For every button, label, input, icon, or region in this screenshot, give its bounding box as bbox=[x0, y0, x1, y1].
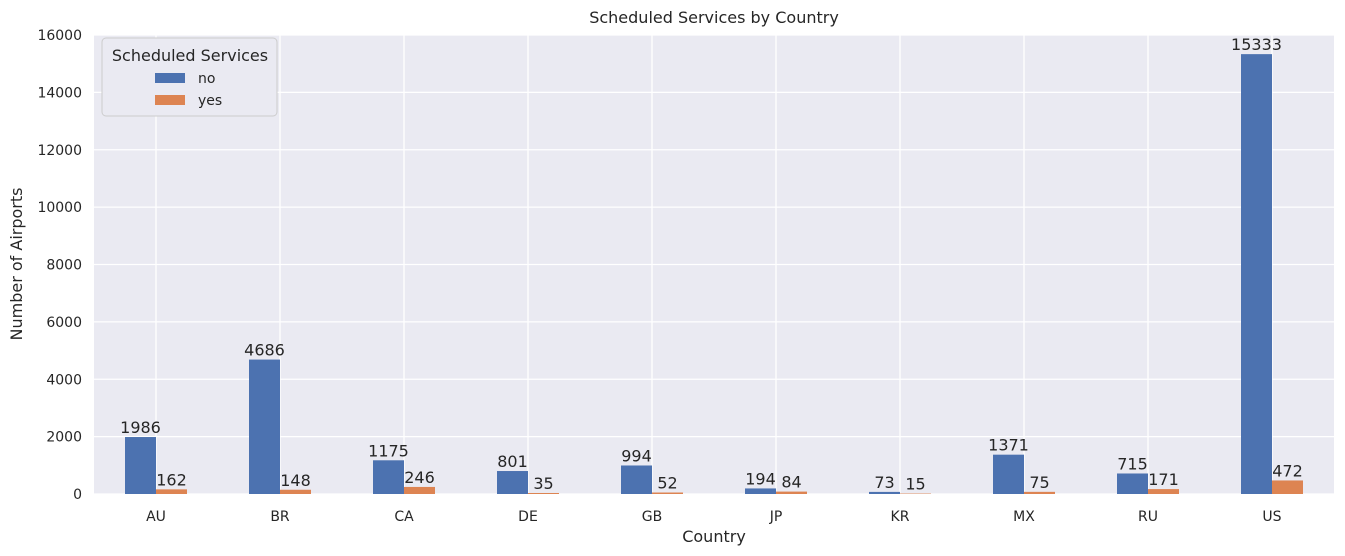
data-label-yes-CA: 246 bbox=[404, 468, 435, 487]
data-label-yes-RU: 171 bbox=[1148, 470, 1179, 489]
legend-title: Scheduled Services bbox=[112, 46, 268, 65]
data-label-no-KR: 73 bbox=[874, 473, 894, 492]
x-tick-label: RU bbox=[1138, 509, 1158, 525]
x-tick-label: US bbox=[1262, 509, 1281, 525]
legend: Scheduled Services no yes bbox=[101, 37, 278, 117]
data-label-no-CA: 1175 bbox=[368, 441, 409, 460]
bar-yes-DE bbox=[528, 492, 559, 494]
data-label-no-US: 15333 bbox=[1231, 35, 1282, 54]
x-axis-title: Country bbox=[682, 527, 746, 546]
y-tick-label: 14000 bbox=[37, 85, 82, 101]
data-label-yes-BR: 148 bbox=[280, 471, 311, 490]
bar-yes-RU bbox=[1148, 489, 1179, 494]
bar-yes-GB bbox=[652, 492, 683, 494]
y-tick-label: 12000 bbox=[37, 143, 82, 159]
x-tick-label: DE bbox=[518, 509, 538, 525]
data-label-no-JP: 194 bbox=[745, 469, 776, 488]
bar-yes-BR bbox=[280, 489, 311, 494]
x-tick-label: JP bbox=[769, 509, 783, 525]
data-label-yes-DE: 35 bbox=[533, 474, 553, 493]
data-labels: 1986 4686 1175 801 994 194 73 1371 715 15333 162 14… bbox=[120, 35, 1303, 493]
legend-box bbox=[101, 37, 278, 117]
x-tick-label: GB bbox=[642, 509, 662, 525]
bar-no-MX bbox=[993, 454, 1024, 494]
data-label-no-MX: 1371 bbox=[988, 436, 1029, 455]
data-label-no-DE: 801 bbox=[497, 452, 528, 471]
legend-label-yes: yes bbox=[198, 93, 222, 109]
bar-no-AU bbox=[125, 437, 156, 494]
y-tick-label: 16000 bbox=[37, 28, 82, 44]
bar-no-GB bbox=[621, 465, 652, 494]
bar-yes-AU bbox=[156, 489, 187, 494]
data-label-no-RU: 715 bbox=[1117, 454, 1148, 473]
chart-title: Scheduled Services by Country bbox=[589, 8, 839, 27]
y-tick-label: 4000 bbox=[46, 372, 82, 388]
y-tick-label: 8000 bbox=[46, 258, 82, 274]
x-tick-label: MX bbox=[1013, 509, 1035, 525]
y-axis-title: Number of Airports bbox=[7, 188, 26, 341]
y-axis-ticks: 0 2000 4000 6000 8000 10000 12000 14000 16000 bbox=[37, 28, 82, 503]
bar-yes-CA bbox=[404, 486, 435, 494]
bar-no-CA bbox=[373, 460, 404, 494]
x-tick-label: KR bbox=[891, 509, 910, 525]
data-label-yes-US: 472 bbox=[1272, 461, 1303, 480]
bar-yes-MX bbox=[1024, 491, 1055, 494]
legend-label-no: no bbox=[198, 71, 215, 87]
bar-yes-JP bbox=[776, 491, 807, 494]
bar-no-RU bbox=[1117, 473, 1148, 494]
x-axis-ticks: AU BR CA DE GB JP KR MX RU US bbox=[146, 509, 1282, 525]
bar-no-BR bbox=[249, 359, 280, 494]
x-tick-label: BR bbox=[270, 509, 290, 525]
data-label-no-AU: 1986 bbox=[120, 418, 161, 437]
bar-no-KR bbox=[869, 491, 900, 494]
bars bbox=[125, 54, 1303, 495]
data-label-no-BR: 4686 bbox=[244, 341, 285, 360]
x-tick-label: AU bbox=[146, 509, 166, 525]
y-tick-label: 0 bbox=[73, 487, 82, 503]
legend-swatch-no bbox=[155, 73, 185, 83]
bar-yes-US bbox=[1272, 480, 1303, 494]
legend-swatch-yes bbox=[155, 95, 185, 105]
y-tick-label: 6000 bbox=[46, 315, 82, 331]
x-tick-label: CA bbox=[394, 509, 414, 525]
bar-no-US bbox=[1241, 54, 1272, 495]
data-label-yes-JP: 84 bbox=[781, 473, 801, 492]
data-label-no-GB: 994 bbox=[621, 446, 652, 465]
data-label-yes-AU: 162 bbox=[156, 470, 187, 489]
data-label-yes-KR: 15 bbox=[905, 475, 925, 494]
data-label-yes-MX: 75 bbox=[1029, 473, 1049, 492]
bar-no-JP bbox=[745, 488, 776, 494]
bar-no-DE bbox=[497, 471, 528, 494]
y-tick-label: 10000 bbox=[37, 200, 82, 216]
y-tick-label: 2000 bbox=[46, 430, 82, 446]
data-label-yes-GB: 52 bbox=[657, 474, 677, 493]
